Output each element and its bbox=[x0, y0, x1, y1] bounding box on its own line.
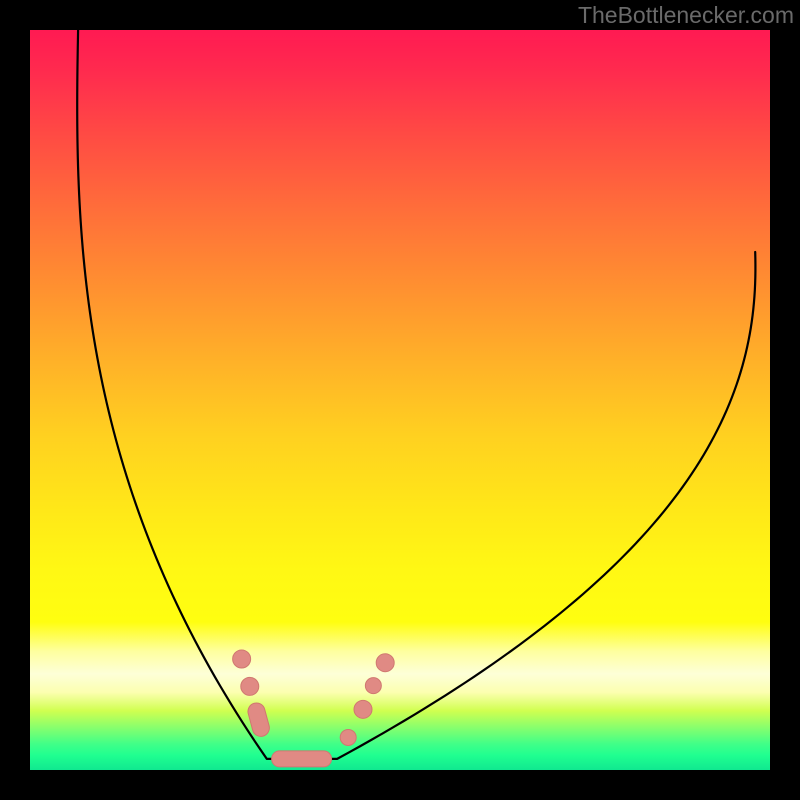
marker-pill bbox=[272, 751, 332, 767]
marker-dot bbox=[340, 729, 356, 745]
marker-dot bbox=[365, 678, 381, 694]
marker-dot bbox=[354, 700, 372, 718]
chart-container: TheBottlenecker.com bbox=[0, 0, 800, 800]
marker-dot bbox=[241, 677, 259, 695]
marker-dot bbox=[376, 654, 394, 672]
marker-dot bbox=[233, 650, 251, 668]
gradient-background bbox=[30, 30, 770, 770]
chart-svg bbox=[0, 0, 800, 800]
